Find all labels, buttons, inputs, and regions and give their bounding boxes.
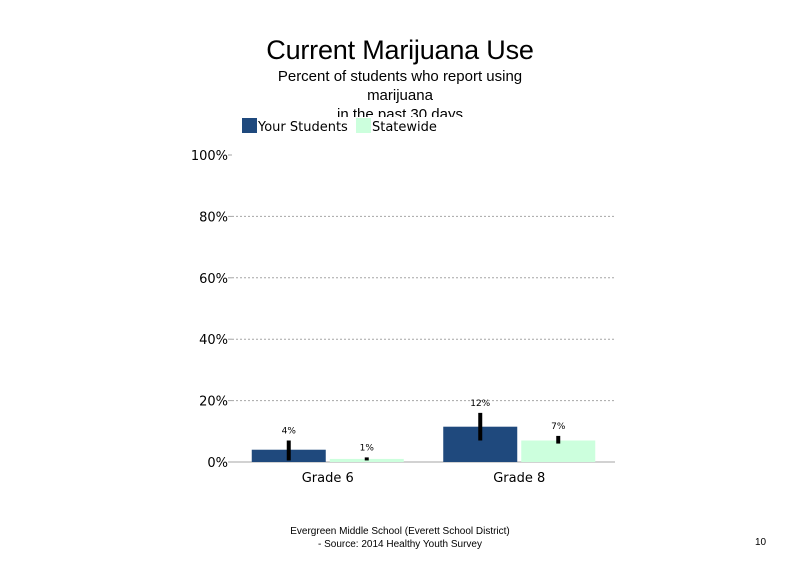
subtitle-line-1: Percent of students who report using	[277, 68, 523, 85]
y-tick-label: 100%	[191, 149, 228, 164]
footer-school: Evergreen Middle School (Everett School …	[290, 526, 510, 537]
y-tick-label: 80%	[199, 210, 228, 225]
legend-item-statewide: Statewide	[355, 118, 437, 137]
legend-item-your-students: Your Students	[242, 118, 348, 137]
chart-subtitle: Percent of students who report using mar…	[250, 67, 550, 117]
chart-title: Current Marijuana Use	[266, 35, 534, 65]
page-number: 10	[755, 537, 767, 548]
axes: 0% 20% 40% 60% 80% 100% Grade 6 Grade 8	[191, 149, 615, 486]
footer-source: - Source: 2014 Healthy Youth Survey	[318, 539, 482, 550]
y-tick-label: 40%	[199, 333, 228, 348]
y-tick-label: 0%	[207, 456, 228, 471]
legend-label-your-students: Your Students	[258, 120, 348, 135]
data-label: 7%	[551, 422, 566, 432]
bar	[521, 440, 596, 462]
x-tick-label: Grade 6	[302, 471, 354, 486]
legend-swatch-your-students	[242, 118, 257, 133]
y-tick-label: 20%	[199, 395, 228, 410]
data-label: 4%	[282, 427, 297, 437]
chart-legend: Your Students Statewide	[242, 118, 441, 136]
legend-label-statewide: Statewide	[371, 120, 437, 135]
subtitle-line-2: marijuana	[367, 87, 433, 104]
subtitle-line-3: in the past 30 days	[337, 106, 463, 117]
data-label: 12%	[470, 399, 490, 409]
data-labels: 4% 1% 12% 7%	[282, 399, 566, 454]
x-tick-label: Grade 8	[493, 471, 545, 486]
y-tick-label: 60%	[199, 272, 228, 287]
bars	[251, 412, 596, 462]
legend-swatch-statewide	[355, 118, 371, 133]
data-label: 1%	[360, 443, 375, 453]
gridlines	[232, 215, 615, 402]
source-footer: Evergreen Middle School (Everett School …	[250, 525, 550, 551]
